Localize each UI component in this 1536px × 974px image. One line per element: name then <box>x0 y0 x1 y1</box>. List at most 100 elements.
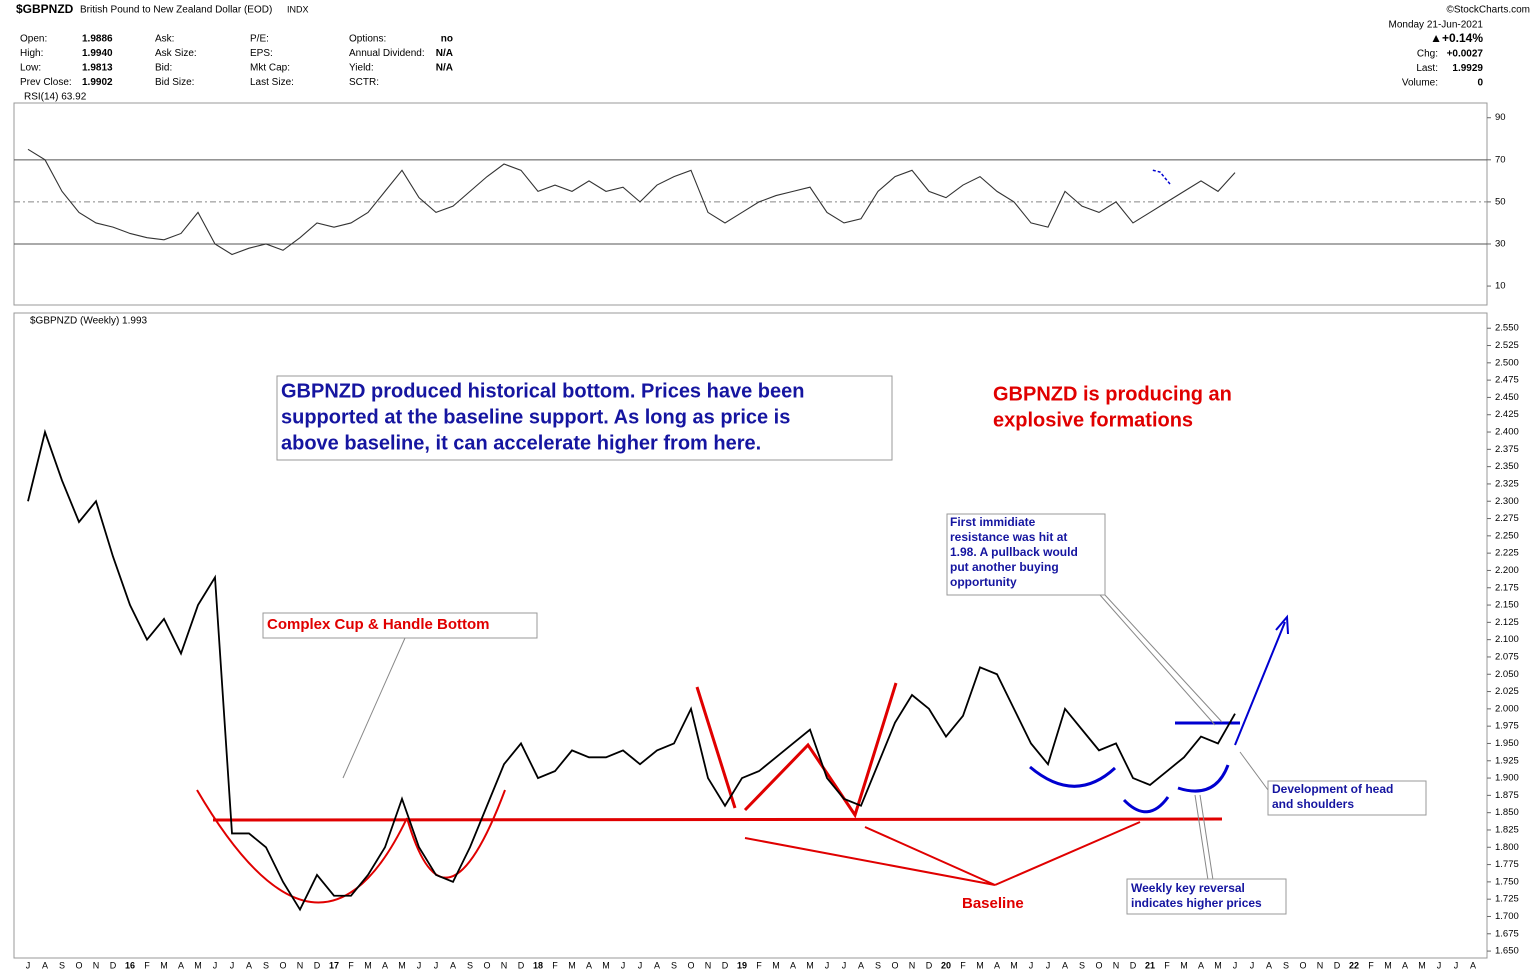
y-tick-label: 1.650 <box>1495 946 1519 957</box>
y-tick-label: 2.250 <box>1495 530 1519 541</box>
y-tick-label: 2.350 <box>1495 461 1519 472</box>
note-box <box>276 375 893 461</box>
stat-label: Yield: <box>349 63 374 74</box>
x-tick-label: O <box>687 960 694 970</box>
stat-label: High: <box>20 48 43 59</box>
x-tick-label: M <box>1418 960 1426 970</box>
stat-label: Options: <box>349 34 386 45</box>
x-tick-label: A <box>654 960 660 970</box>
x-tick-label: J <box>213 960 218 970</box>
y-tick-label: 2.400 <box>1495 427 1519 438</box>
x-tick-label: M <box>602 960 610 970</box>
x-tick-label: A <box>586 960 592 970</box>
x-tick-label: F <box>756 960 762 970</box>
x-tick-label: S <box>59 960 65 970</box>
x-tick-label: S <box>1283 960 1289 970</box>
x-tick-label: O <box>891 960 898 970</box>
x-tick-label: A <box>994 960 1000 970</box>
stat-label: Annual Dividend: <box>349 48 425 59</box>
x-tick-label: F <box>144 960 150 970</box>
annotation: Baseline <box>962 895 1024 912</box>
y-tick-label: 2.475 <box>1495 375 1519 386</box>
x-tick-label: 20 <box>941 960 951 970</box>
x-tick-label: S <box>671 960 677 970</box>
y-tick-label: 10 <box>1495 281 1506 292</box>
stat-label: Volume: <box>1402 78 1438 89</box>
annotation: GBPNZD produced historical bottom. Price… <box>281 380 804 402</box>
x-tick-label: 21 <box>1145 960 1155 970</box>
annotation: above baseline, it can accelerate higher… <box>281 432 761 454</box>
x-tick-label: A <box>1266 960 1272 970</box>
rsi-arrow <box>1151 169 1171 185</box>
x-tick-label: D <box>1334 960 1341 970</box>
x-tick-label: F <box>348 960 354 970</box>
stat-label: EPS: <box>250 48 273 59</box>
x-tick-label: O <box>75 960 82 970</box>
x-tick-label: F <box>1368 960 1374 970</box>
annotation: Complex Cup & Handle Bottom <box>267 616 490 633</box>
y-tick-label: 2.425 <box>1495 409 1519 420</box>
x-tick-label: S <box>1079 960 1085 970</box>
x-tick-label: A <box>246 960 252 970</box>
annotation: GBPNZD is producing an <box>993 383 1232 405</box>
x-tick-label: D <box>314 960 321 970</box>
y-tick-label: 1.850 <box>1495 807 1519 818</box>
x-tick-label: J <box>1250 960 1255 970</box>
stat-label: Prev Close: <box>20 77 72 88</box>
x-tick-label: J <box>1454 960 1459 970</box>
triangles <box>695 682 898 819</box>
x-tick-label: J <box>1233 960 1238 970</box>
shoulders <box>1029 764 1230 814</box>
symbol: $GBPNZD <box>16 2 74 16</box>
x-tick-label: N <box>297 960 304 970</box>
date: Monday 21-Jun-2021 <box>1388 20 1483 31</box>
note-box <box>946 513 1106 596</box>
x-tick-label: 17 <box>329 960 339 970</box>
y-tick-label: 2.125 <box>1495 617 1519 628</box>
x-tick-label: J <box>621 960 626 970</box>
name: British Pound to New Zealand Dollar (EOD… <box>80 5 272 16</box>
x-tick-label: D <box>722 960 729 970</box>
x-tick-label: M <box>160 960 168 970</box>
x-tick-label: J <box>842 960 847 970</box>
x-tick-label: J <box>1046 960 1051 970</box>
x-tick-label: 19 <box>737 960 747 970</box>
y-tick-label: 2.025 <box>1495 686 1519 697</box>
x-tick-label: J <box>638 960 643 970</box>
annotation: First immidiate <box>950 515 1036 529</box>
x-tick-label: J <box>26 960 31 970</box>
x-tick-label: F <box>960 960 966 970</box>
stat-label: Chg: <box>1417 49 1438 60</box>
x-tick-label: N <box>1317 960 1324 970</box>
y-tick-label: 90 <box>1495 112 1506 123</box>
y-tick-label: 1.775 <box>1495 859 1519 870</box>
y-tick-label: 30 <box>1495 238 1506 249</box>
y-tick-label: 1.800 <box>1495 842 1519 853</box>
y-tick-label: 2.325 <box>1495 478 1519 489</box>
annotation: explosive formations <box>993 409 1193 431</box>
y-tick-label: 1.750 <box>1495 876 1519 887</box>
exchange: INDX <box>287 4 309 14</box>
x-tick-label: 16 <box>125 960 135 970</box>
note-box <box>1267 780 1427 816</box>
callouts <box>342 594 1269 881</box>
annotation: supported at the baseline support. As lo… <box>281 406 790 428</box>
x-tick-label: J <box>417 960 422 970</box>
price-title: $GBPNZD (Weekly) 1.993 <box>30 316 148 327</box>
stat-value: +0.0027 <box>1447 49 1484 60</box>
y-tick-label: 2.275 <box>1495 513 1519 524</box>
x-tick-label: N <box>1113 960 1120 970</box>
x-tick-label: D <box>110 960 117 970</box>
annotation: 1.98. A pullback would <box>950 545 1078 559</box>
stat-label: Ask: <box>155 34 174 45</box>
x-tick-label: M <box>806 960 814 970</box>
stat-label: Ask Size: <box>155 48 197 59</box>
y-tick-label: 2.075 <box>1495 651 1519 662</box>
x-tick-label: J <box>434 960 439 970</box>
handle <box>406 789 506 879</box>
y-tick-label: 70 <box>1495 154 1506 165</box>
x-tick-label: O <box>1095 960 1102 970</box>
annotation: Weekly key reversal <box>1131 881 1245 895</box>
stat-label: Open: <box>20 34 47 45</box>
y-tick-label: 1.825 <box>1495 824 1519 835</box>
